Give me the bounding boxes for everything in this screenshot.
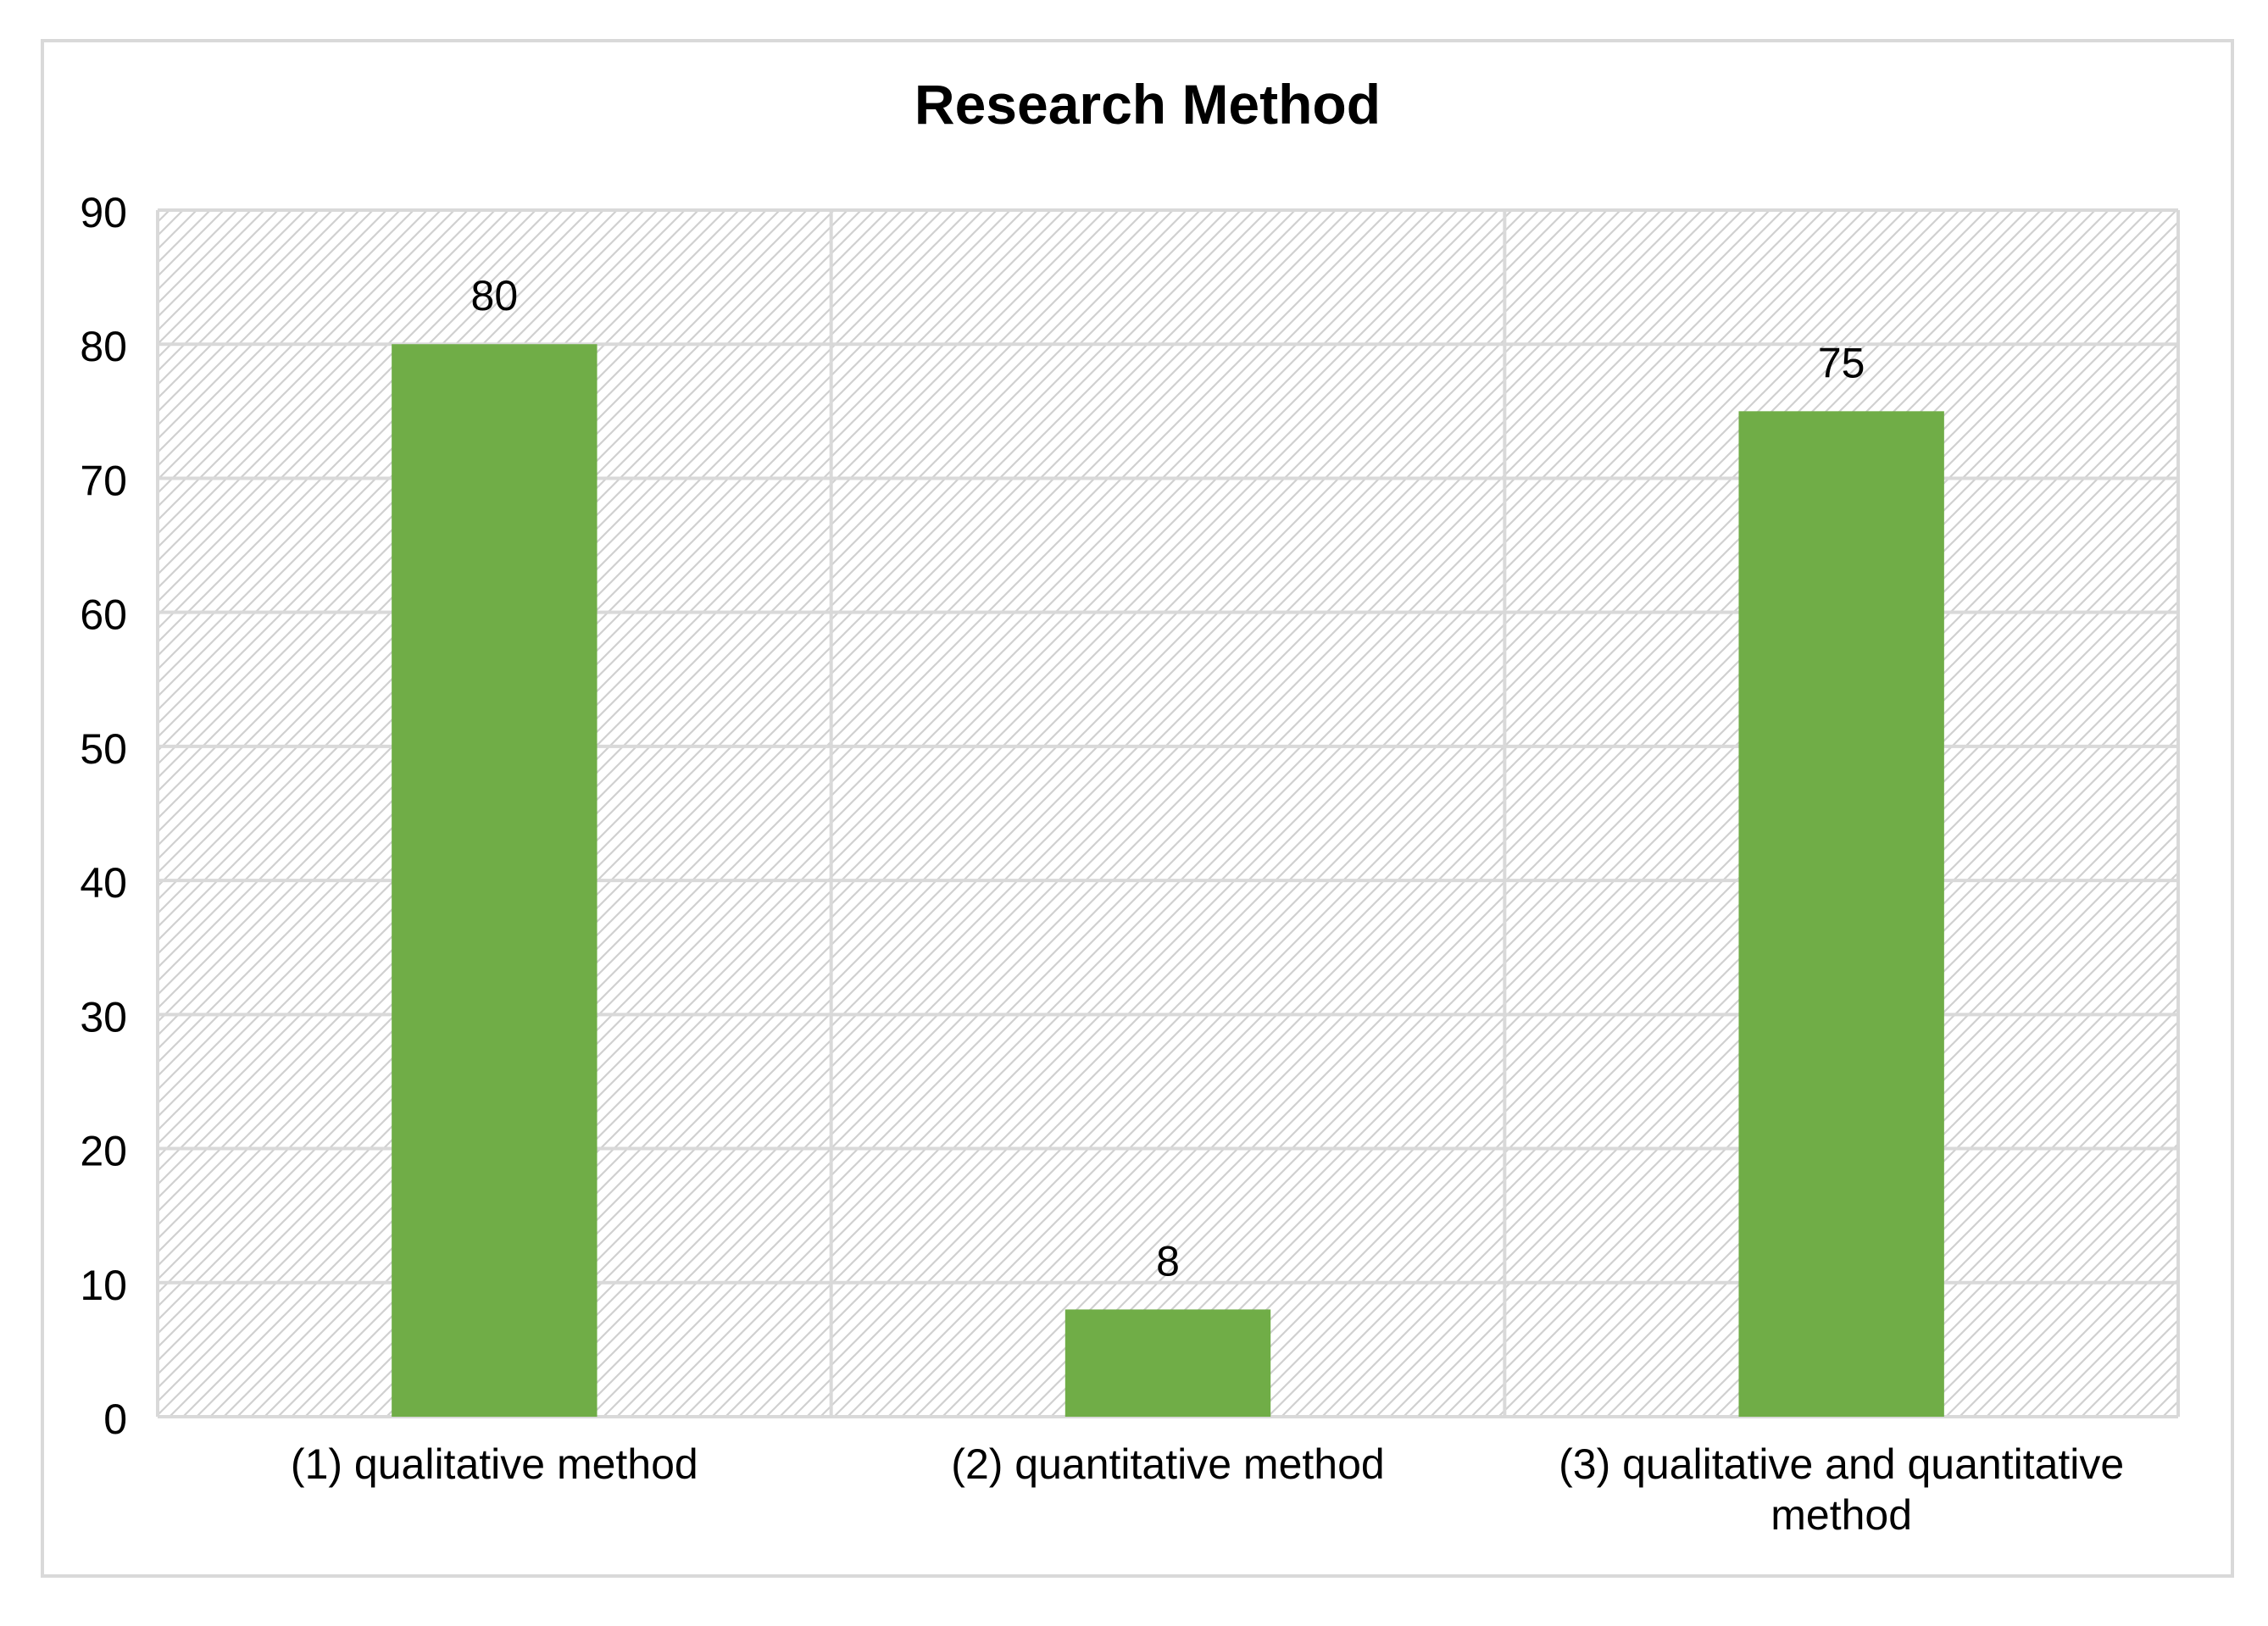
label-layer: 0 10 20 30 40 50 60 70 80 90 80 (1) qualitative met… bbox=[80, 189, 2124, 1539]
y-tick-label: 50 bbox=[80, 725, 127, 773]
y-tick-label: 0 bbox=[103, 1396, 127, 1443]
y-tick-label: 10 bbox=[80, 1262, 127, 1309]
x-tick-label: (3) qualitative and quantitative bbox=[1559, 1440, 2124, 1488]
data-label: 80 bbox=[471, 272, 519, 319]
data-label: 8 bbox=[1156, 1237, 1180, 1285]
y-tick-label: 40 bbox=[80, 859, 127, 907]
x-tick-label: method bbox=[1770, 1491, 1912, 1539]
bar bbox=[392, 344, 598, 1418]
x-tick-label: (1) qualitative method bbox=[291, 1440, 698, 1488]
y-tick-label: 60 bbox=[80, 591, 127, 639]
chart-title: Research Method bbox=[914, 73, 1381, 136]
bar-layer bbox=[392, 344, 1944, 1418]
x-tick-label: (2) quantitative method bbox=[951, 1440, 1384, 1488]
bar bbox=[1738, 411, 1944, 1417]
data-label: 75 bbox=[1818, 339, 1865, 386]
y-tick-label: 80 bbox=[80, 323, 127, 370]
y-tick-label: 70 bbox=[80, 457, 127, 504]
y-tick-label: 90 bbox=[80, 189, 127, 236]
y-tick-label: 30 bbox=[80, 993, 127, 1041]
bar bbox=[1065, 1309, 1271, 1417]
y-tick-label: 20 bbox=[80, 1128, 127, 1175]
